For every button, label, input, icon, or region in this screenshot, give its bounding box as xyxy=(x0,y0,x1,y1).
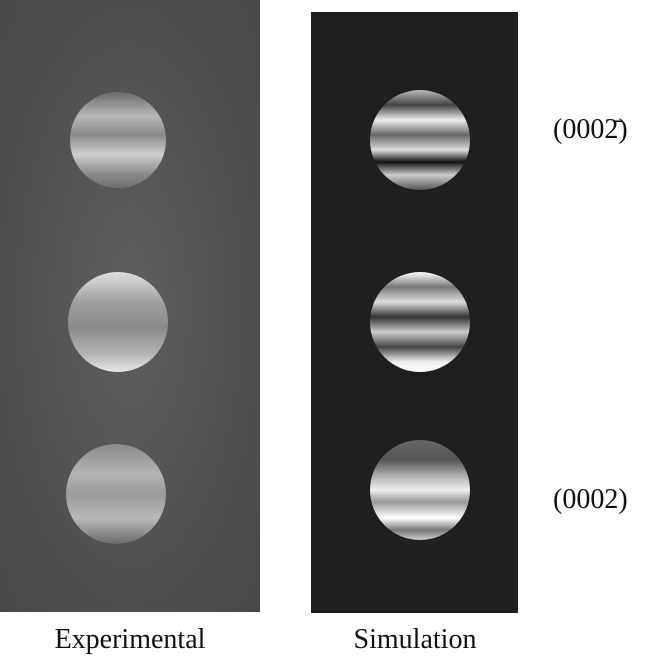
figure: (0002̄) (0002) Experimental Simulation xyxy=(0,0,647,657)
disk xyxy=(370,272,470,372)
disk xyxy=(66,444,166,544)
disk xyxy=(370,440,470,540)
panel-caption: Experimental xyxy=(55,624,206,655)
disk xyxy=(70,92,166,188)
disk xyxy=(68,272,168,372)
reflection-label: (0002) xyxy=(553,484,628,515)
disk xyxy=(370,90,470,190)
panel-caption: Simulation xyxy=(354,624,477,655)
reflection-label: (0002̄) xyxy=(553,114,628,145)
